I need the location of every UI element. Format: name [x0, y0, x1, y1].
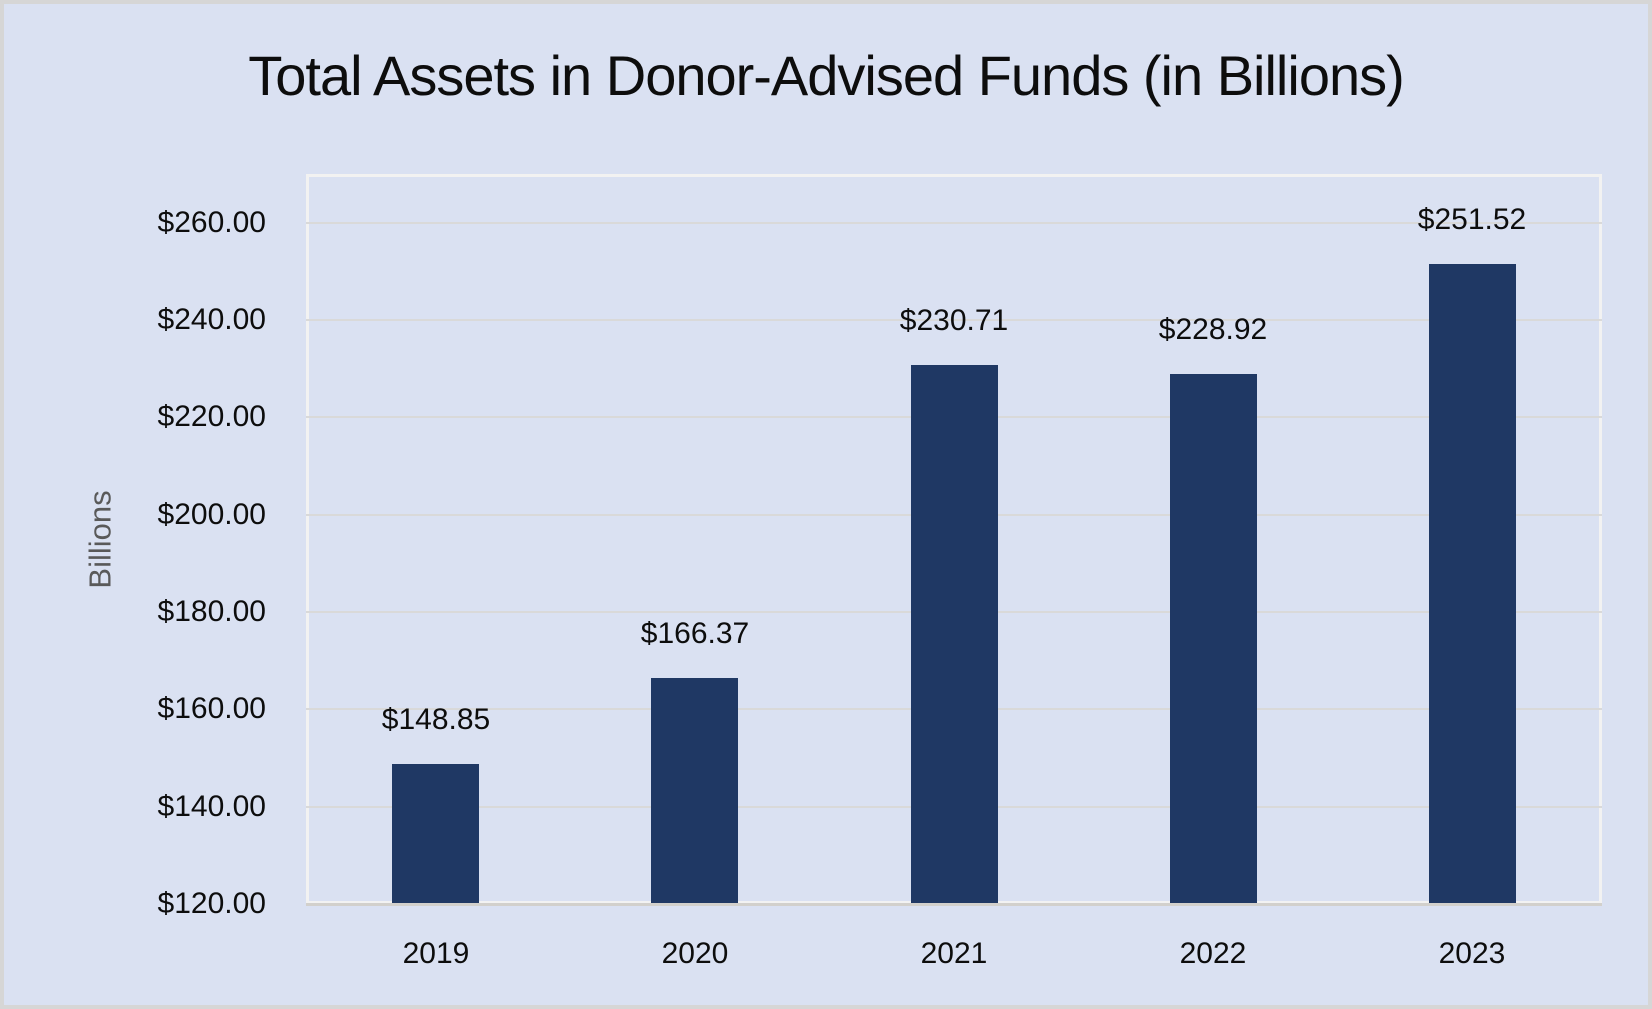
x-tick-label-2022: 2022 [1179, 937, 1247, 970]
chart-title: Total Assets in Donor-Advised Funds (in … [248, 44, 1405, 107]
labels-layer: $120.00 $140.00 $160.00 $180.00 $200.00 $220.… [4, 4, 1648, 1005]
x-tick-label-2020: 2020 [661, 937, 729, 970]
data-label-2021: $230.71 [899, 304, 1009, 337]
gridline-260 [306, 222, 1602, 224]
y-tick-label-140: $140.00 [157, 790, 266, 823]
data-label-2023: $251.52 [1417, 203, 1527, 236]
x-tick-label-2019: 2019 [402, 937, 470, 970]
x-tick-label-2021: 2021 [920, 937, 988, 970]
y-tick-label-160: $160.00 [157, 692, 266, 725]
bar-2021 [911, 365, 998, 904]
bar-2022 [1170, 374, 1257, 904]
x-axis-baseline [306, 903, 1602, 906]
y-tick-label-200: $200.00 [157, 498, 266, 531]
y-tick-label-240: $240.00 [157, 303, 266, 336]
bar-2019 [392, 764, 479, 904]
bar-2023 [1429, 264, 1516, 904]
data-label-2019: $148.85 [381, 703, 491, 736]
y-tick-label-180: $180.00 [157, 595, 266, 628]
data-label-2020: $166.37 [640, 617, 750, 650]
gridline-240 [306, 319, 1602, 321]
y-tick-label-260: $260.00 [157, 206, 266, 239]
y-tick-label-220: $220.00 [157, 400, 266, 433]
bar-2020 [651, 678, 738, 904]
y-axis-title: Billions [82, 490, 118, 589]
x-tick-label-2023: 2023 [1438, 937, 1506, 970]
bars-layer [4, 4, 1648, 1005]
data-label-2022: $228.92 [1158, 313, 1268, 346]
y-tick-label-120: $120.00 [157, 887, 266, 920]
